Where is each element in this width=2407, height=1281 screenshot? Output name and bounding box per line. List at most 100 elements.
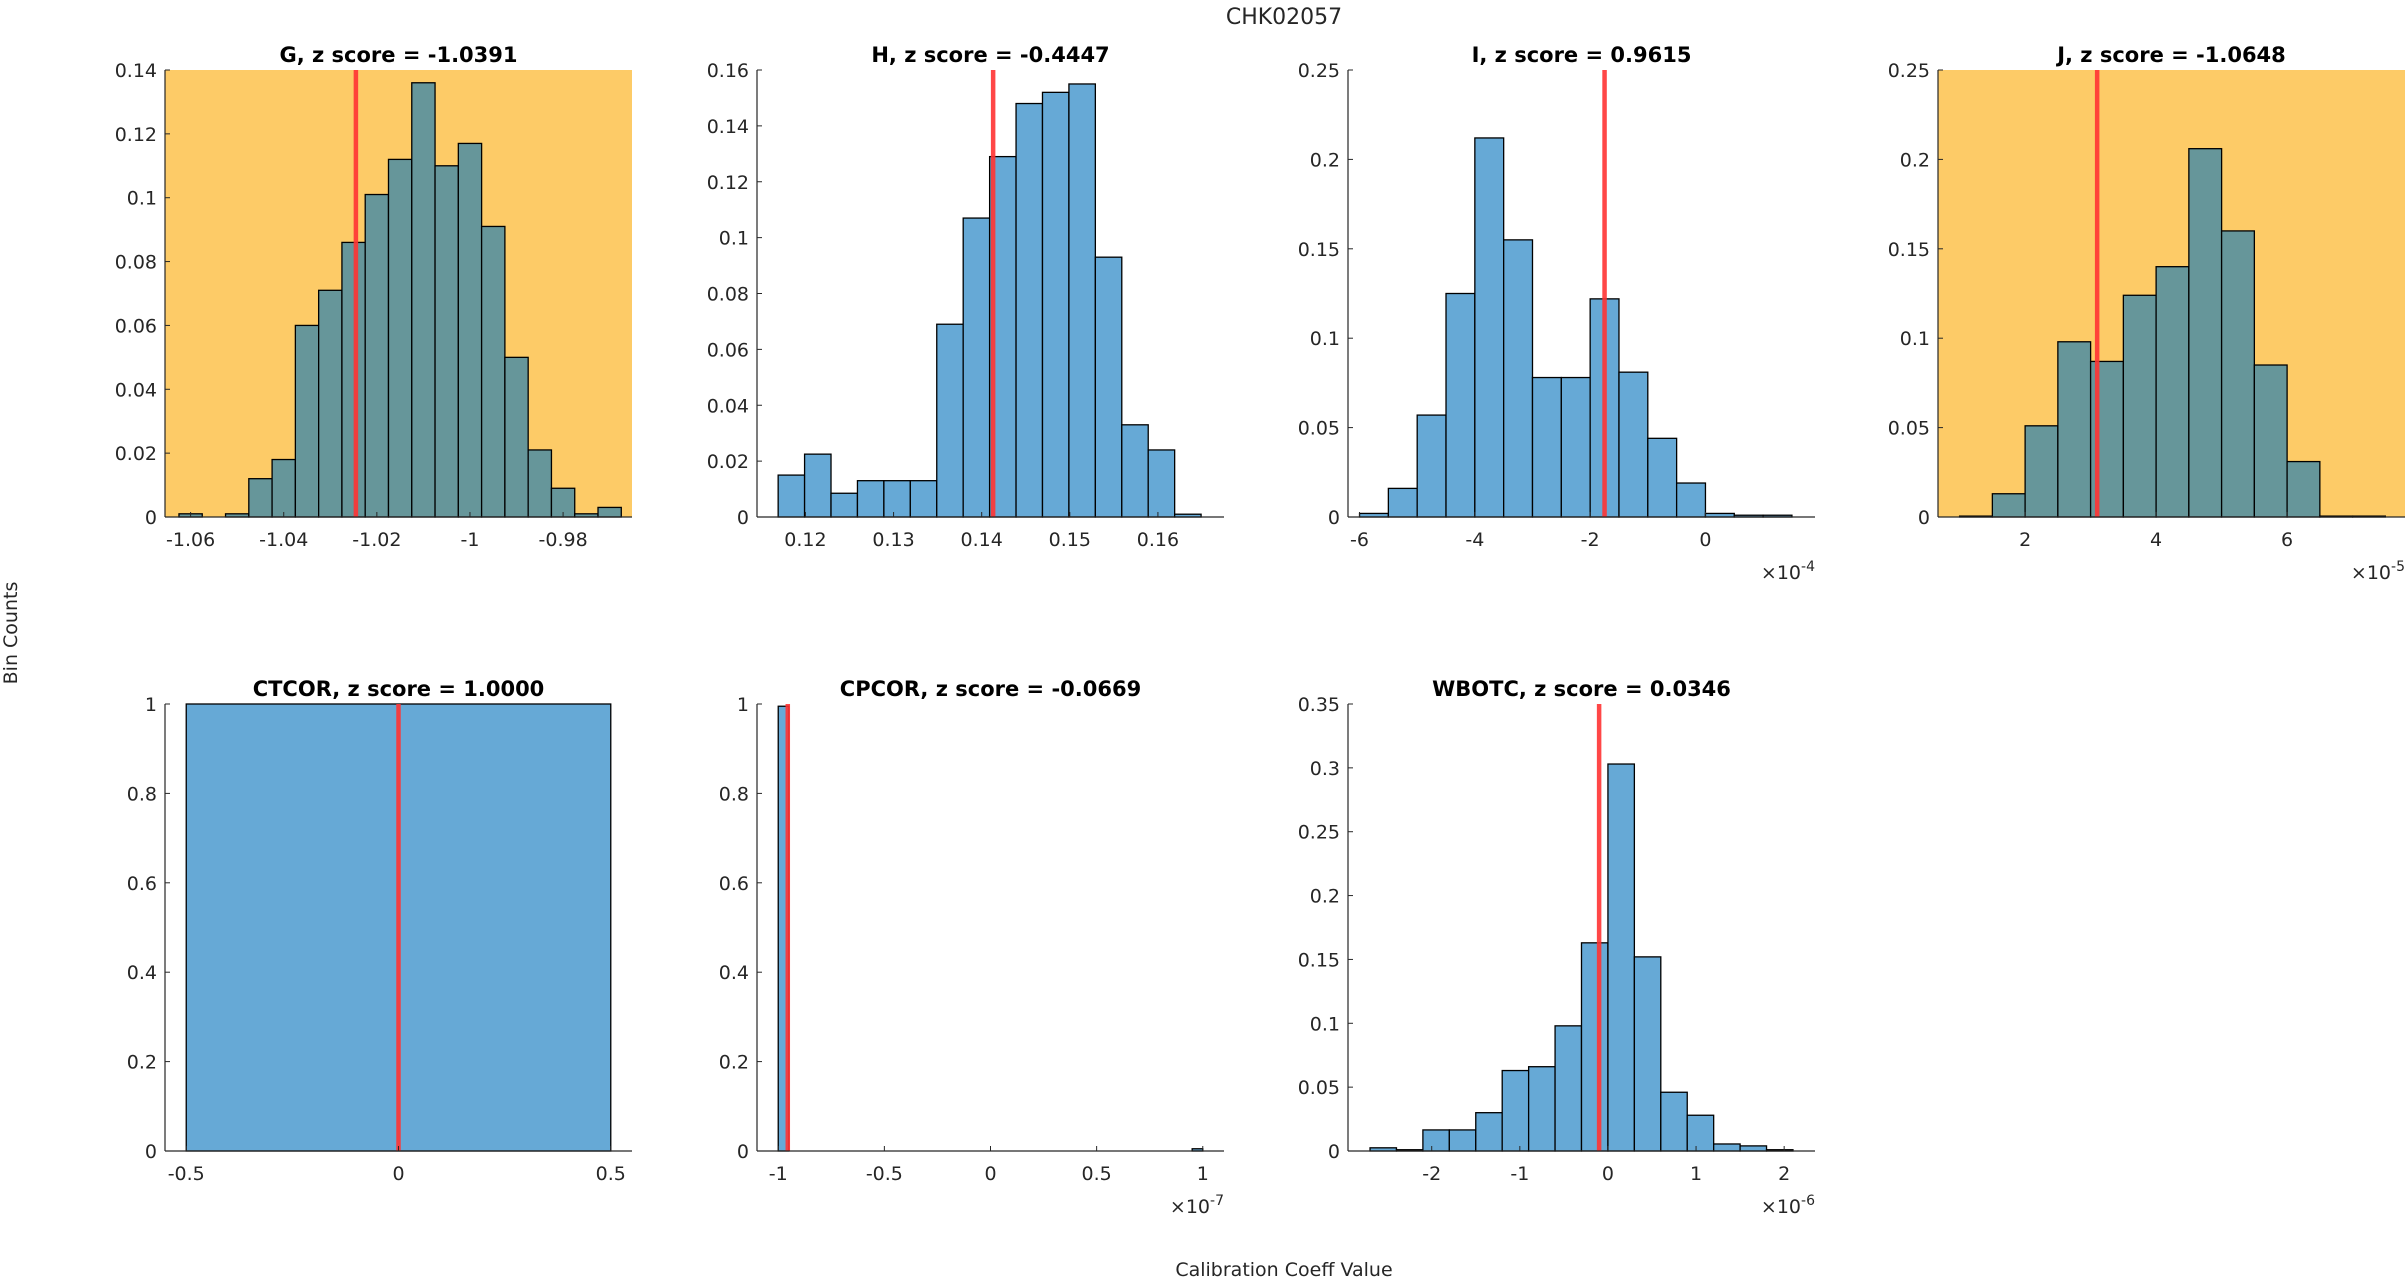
y-tick-label: 0.1 (127, 188, 157, 210)
y-tick-label: 0.15 (1298, 949, 1340, 971)
histogram-bar (1041, 91, 1070, 518)
x-tick-label: 0 (1602, 1163, 1614, 1185)
y-tick-label: 0.25 (1298, 822, 1340, 844)
histogram-bar (480, 225, 506, 518)
x-tick-label: -1 (1510, 1163, 1529, 1185)
histogram-bar (597, 506, 622, 518)
x-exponent-label: ×10-4 (1761, 559, 1815, 584)
panel-title: CTCOR, z score = 1.0000 (253, 677, 545, 701)
x-tick-label: 4 (2150, 529, 2162, 551)
axes-background (757, 704, 1224, 1151)
x-tick-label: 0 (392, 1163, 404, 1185)
y-tick-label: 0.2 (1310, 149, 1340, 171)
y-tick-label: 0 (145, 507, 157, 529)
y-tick-label: 0.2 (127, 1052, 157, 1074)
histogram-bar (2253, 364, 2288, 518)
histogram-bar (317, 289, 343, 518)
y-tick-label: 0.04 (115, 379, 157, 401)
y-tick-label: 0.1 (1310, 1013, 1340, 1035)
x-tick-label: 0 (1699, 529, 1711, 551)
histogram-bar (1501, 1069, 1530, 1152)
panel-g: 0 0.02 0.04 0.06 0.08 0.1 0.12 0.14 -1.06 -1.04 -1… (115, 43, 632, 551)
histogram-bar (364, 193, 390, 518)
panel-title: I, z score = 0.9615 (1472, 43, 1692, 67)
histogram-bar (1675, 482, 1707, 518)
y-tick-label: 0.12 (115, 124, 157, 146)
histogram-bar (1647, 437, 1678, 518)
histogram-bar (341, 241, 366, 518)
x-exponent-label: ×10-5 (2351, 559, 2405, 584)
x-tick-label: 0.14 (961, 529, 1003, 551)
histogram-bar (2220, 230, 2256, 518)
histogram-bar (909, 480, 938, 518)
panel-title: H, z score = -0.4447 (871, 43, 1109, 67)
histogram-bar (883, 480, 911, 518)
y-tick-label: 0.05 (1888, 418, 1930, 440)
x-tick-label: 6 (2281, 529, 2293, 551)
y-tick-label: 0.02 (707, 451, 749, 473)
y-tick-label: 0.4 (127, 962, 157, 984)
panel-i: 0 0.05 0.1 0.15 0.2 0.25 -6 -4 -2 0 ×10-4 I, z scor… (1298, 43, 1815, 584)
histogram-bar (2286, 460, 2321, 518)
panel-title: CPCOR, z score = -0.0669 (840, 677, 1141, 701)
histogram-bar (411, 82, 436, 518)
y-tick-label: 1 (737, 694, 749, 716)
histogram-bar (962, 217, 991, 518)
histogram-bar (1560, 376, 1591, 518)
histogram-bar (1475, 1112, 1503, 1152)
y-tick-label: 0.25 (1888, 60, 1930, 82)
x-tick-label: -1.06 (166, 529, 215, 551)
histogram-bar (856, 480, 885, 518)
y-tick-label: 0.35 (1298, 694, 1340, 716)
histogram-bar (1448, 1129, 1477, 1152)
histogram-bar (2188, 148, 2223, 518)
y-tick-label: 0.2 (719, 1052, 749, 1074)
y-tick-label: 0.06 (707, 339, 749, 361)
x-tick-label: -1 (769, 1163, 788, 1185)
x-tick-label: -2 (1581, 529, 1600, 551)
y-tick-label: 0.15 (1888, 239, 1930, 261)
panel-cpcor: 0 0.2 0.4 0.6 0.8 1 -1 -0.5 0 0.5 1 ×10-7 CPCOR, z s… (719, 677, 1224, 1218)
y-tick-label: 0.1 (719, 228, 749, 250)
histogram-bar (830, 492, 859, 518)
histogram-bar (1713, 1143, 1741, 1152)
histogram-bar (1015, 102, 1044, 518)
y-tick-label: 1 (145, 694, 157, 716)
y-tick-label: 0 (1918, 507, 1930, 529)
y-tick-label: 0 (145, 1141, 157, 1163)
y-tick-label: 0.1 (1900, 328, 1930, 350)
x-tick-label: -0.5 (168, 1163, 205, 1185)
histogram-bar (1660, 1091, 1688, 1152)
x-tick-label: -6 (1350, 529, 1369, 551)
y-axis-label: Bin Counts (0, 582, 22, 685)
panel-ctcor: 0 0.2 0.4 0.6 0.8 1 -0.5 0 0.5 CTCOR, z score = 1… (127, 677, 632, 1185)
histogram-bar (1554, 1025, 1583, 1152)
panel-title: J, z score = -1.0648 (2055, 43, 2286, 67)
x-tick-label: 1 (1690, 1163, 1702, 1185)
histogram-bar (777, 474, 806, 518)
histogram-bar (1068, 83, 1097, 518)
histogram-bar (1618, 371, 1649, 518)
y-tick-label: 0.3 (1310, 758, 1340, 780)
y-tick-label: 0.02 (115, 443, 157, 465)
y-tick-label: 0.25 (1298, 60, 1340, 82)
x-tick-label: -0.98 (539, 529, 588, 551)
histogram-bar (1147, 449, 1176, 518)
y-tick-label: 0.8 (719, 783, 749, 805)
histogram-bar (1121, 424, 1149, 518)
y-tick-label: 0 (737, 507, 749, 529)
x-exponent-label: ×10-7 (1170, 1193, 1224, 1218)
y-tick-label: 0 (1328, 1141, 1340, 1163)
y-tick-label: 0.2 (1900, 149, 1930, 171)
histogram-bar (1991, 493, 2026, 518)
y-tick-label: 0.6 (719, 873, 749, 895)
histogram-bar (1387, 487, 1418, 518)
y-tick-label: 0.05 (1298, 418, 1340, 440)
y-tick-label: 0.2 (1310, 886, 1340, 908)
y-tick-label: 0.12 (707, 172, 749, 194)
histogram-bar (1527, 1066, 1556, 1152)
histogram-bar (1531, 376, 1562, 518)
histogram-bar (803, 453, 832, 518)
y-tick-label: 0 (1328, 507, 1340, 529)
histogram-bar (2155, 266, 2190, 518)
